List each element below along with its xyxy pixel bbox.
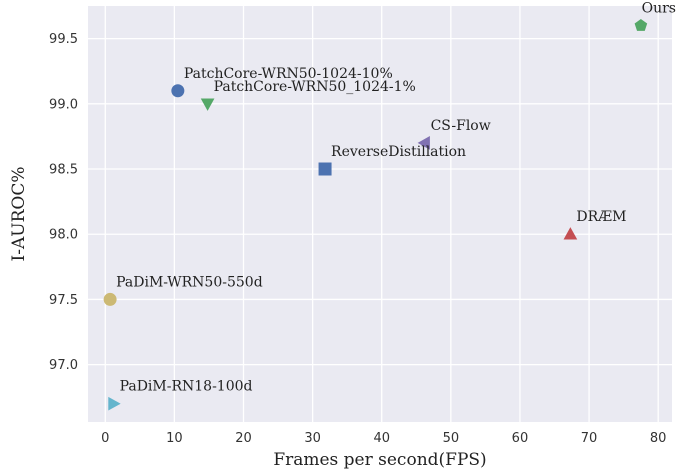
- point-label-5: DRÆM: [576, 209, 626, 225]
- x-axis-label: Frames per second(FPS): [273, 450, 486, 470]
- y-tick-97.0: 97.0: [49, 358, 78, 373]
- y-axis-label: I-AUROC%: [9, 167, 29, 262]
- point-label-7: PaDiM-RN18-100d: [120, 379, 253, 395]
- y-tick-99.5: 99.5: [49, 32, 78, 47]
- x-tick-70: 70: [581, 431, 598, 446]
- point-labels: Ours PatchCore-WRN50-1024-10%PatchCore-WR…: [116, 1, 676, 395]
- x-tick-10: 10: [166, 431, 183, 446]
- y-tick-99.0: 99.0: [49, 97, 78, 112]
- point-label-2: PatchCore-WRN50_1024-1%: [214, 79, 416, 95]
- data-points: [103, 18, 648, 411]
- point-7: [108, 396, 121, 411]
- y-tick-98.5: 98.5: [49, 163, 78, 178]
- point-3: [417, 136, 430, 150]
- y-tick-98.0: 98.0: [49, 228, 78, 243]
- x-tick-80: 80: [650, 431, 667, 446]
- y-tick-labels: 97.0 97.5 98.0 98.5 99.0 99.5: [49, 32, 78, 373]
- point-4: [318, 162, 332, 176]
- y-tick-97.5: 97.5: [49, 293, 78, 308]
- x-tick-0: 0: [101, 431, 109, 446]
- x-tick-labels: 0 10 20 30 40 50 60 70 80: [101, 431, 666, 446]
- point-label-6: PaDiM-WRN50-550d: [116, 274, 263, 290]
- x-tick-20: 20: [235, 431, 252, 446]
- point-2: [200, 98, 215, 111]
- plot-area: [88, 6, 672, 422]
- x-tick-50: 50: [443, 431, 460, 446]
- point-5: [563, 227, 578, 240]
- point-label-0: Ours: [642, 1, 676, 17]
- x-tick-60: 60: [512, 431, 529, 446]
- point-label-4: ReverseDistillation: [331, 144, 466, 160]
- point-0: [634, 18, 648, 31]
- point-6: [103, 292, 117, 306]
- point-1: [171, 84, 185, 98]
- x-tick-30: 30: [304, 431, 321, 446]
- x-tick-40: 40: [373, 431, 390, 446]
- point-label-1: PatchCore-WRN50-1024-10%: [184, 66, 393, 82]
- point-label-3: CS-Flow: [431, 118, 491, 134]
- grid-lines: [88, 6, 672, 422]
